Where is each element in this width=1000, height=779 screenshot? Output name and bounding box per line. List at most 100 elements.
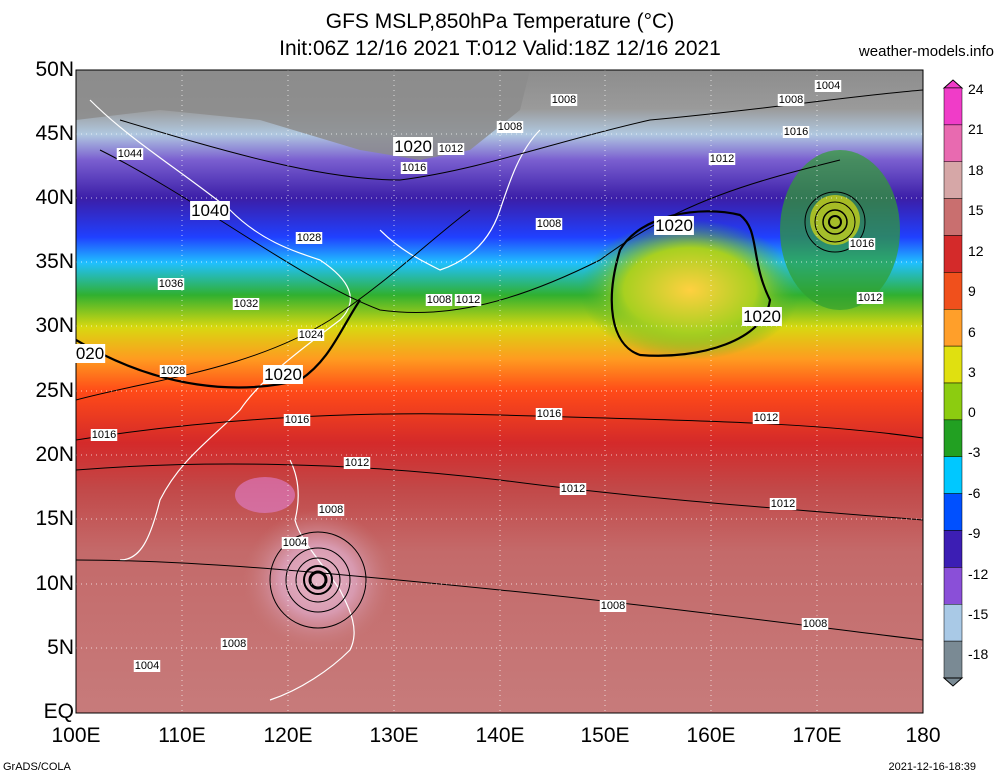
colorbar-label: 3: [968, 364, 976, 380]
lat-label: 5N: [47, 636, 74, 659]
svg-text:1020: 1020: [655, 216, 693, 235]
isobar-label: 1004: [281, 537, 309, 549]
svg-text:1004: 1004: [283, 537, 307, 549]
colorbar-label: 24: [968, 81, 984, 97]
lon-label: 140E: [475, 724, 525, 747]
isobar-label: 1008: [777, 94, 805, 106]
svg-text:1016: 1016: [850, 238, 874, 250]
isobar-label: 1016: [283, 414, 311, 426]
colorbar-label: -15: [968, 606, 989, 622]
isobar-label: 1008: [599, 600, 627, 612]
isobar-label: 1016: [535, 408, 563, 420]
isobar-label: 1012: [769, 498, 797, 510]
svg-text:1012: 1012: [439, 143, 463, 155]
colorbar-swatch: [943, 640, 963, 679]
isobar-label: 1004: [814, 80, 842, 92]
svg-text:1008: 1008: [803, 618, 827, 630]
colorbar-label: 21: [968, 121, 984, 137]
isobar-label: 1016: [848, 238, 876, 250]
isobar-label: 1016: [90, 429, 118, 441]
colorbar-label: 6: [968, 324, 976, 340]
isobar-label: 1008: [550, 94, 578, 106]
footer-timestamp: 2021-12-16-18:39: [888, 761, 976, 773]
colorbar-swatch: [943, 530, 963, 568]
svg-text:1012: 1012: [456, 294, 480, 306]
svg-text:1020: 1020: [264, 365, 302, 384]
isobar-label: 1012: [454, 294, 482, 306]
svg-text:1020: 1020: [743, 307, 781, 326]
isobar-label: 1008: [496, 121, 524, 133]
high-pressure-label: 1020: [263, 365, 303, 384]
colorbar-label: -9: [968, 525, 981, 541]
svg-text:1012: 1012: [754, 412, 778, 424]
colorbar-arrow-bottom: [942, 677, 964, 687]
site-credit[interactable]: weather-models.info: [858, 43, 994, 60]
colorbar-label: 15: [968, 202, 984, 218]
svg-text:1016: 1016: [784, 126, 808, 138]
svg-text:1028: 1028: [161, 365, 185, 377]
coastline-japan: [379, 129, 541, 271]
svg-text:1036: 1036: [159, 278, 183, 290]
high-pressure-label: 1040: [190, 201, 230, 220]
svg-text:1016: 1016: [285, 414, 309, 426]
isobar-label: 1008: [535, 218, 563, 230]
svg-text:1012: 1012: [771, 498, 795, 510]
colorbar-swatch: [943, 198, 963, 236]
coastline-philippines: [269, 459, 355, 701]
svg-text:1004: 1004: [135, 660, 159, 672]
lon-label: 120E: [263, 724, 313, 747]
isobar-label: 1044: [116, 148, 144, 160]
colorbar-swatch: [943, 309, 963, 347]
lon-label: 130E: [369, 724, 419, 747]
svg-text:1020: 1020: [394, 137, 432, 156]
colorbar-swatch: [943, 124, 963, 162]
tropical-cyclone-isobars: [269, 531, 367, 629]
isobar-label: 1032: [232, 298, 260, 310]
isobar-label: 1036: [157, 278, 185, 290]
colorbar: [942, 79, 964, 687]
colorbar-swatch: [943, 604, 963, 642]
lon-label: 110E: [158, 724, 206, 747]
svg-text:1008: 1008: [552, 94, 576, 106]
temperature-field: [76, 70, 923, 713]
svg-text:1004: 1004: [816, 80, 840, 92]
colorbar-swatch: [943, 456, 963, 494]
isobar-label: 1012: [437, 143, 465, 155]
svg-text:1012: 1012: [561, 483, 585, 495]
svg-text:1016: 1016: [402, 162, 426, 174]
colorbar-swatch: [943, 493, 963, 531]
colorbar-swatch: [943, 87, 963, 126]
svg-text:1008: 1008: [498, 121, 522, 133]
colorbar-label: -3: [968, 444, 981, 460]
isobar-label: 1016: [782, 126, 810, 138]
coastline-asia: [89, 99, 351, 561]
lat-label: EQ: [43, 700, 74, 723]
lon-label: 170E: [792, 724, 842, 747]
map-valid-time: Init:06Z 12/16 2021 T:012 Valid:18Z 12/1…: [279, 37, 721, 60]
lat-label: 25N: [35, 379, 74, 402]
isobar-label: 1024: [297, 329, 325, 341]
tropical-cyclone-cloud: [243, 510, 393, 650]
svg-text:1008: 1008: [222, 638, 246, 650]
isobar-label: 1008: [317, 504, 345, 516]
svg-text:1012: 1012: [710, 153, 734, 165]
lon-label: 160E: [686, 724, 736, 747]
svg-text:1008: 1008: [427, 294, 451, 306]
svg-text:020: 020: [76, 344, 104, 363]
isobar-label: 1028: [159, 365, 187, 377]
map-title: GFS MSLP,850hPa Temperature (°C): [325, 10, 675, 33]
eastern-cyclone-isobars: [804, 191, 866, 253]
colorbar-label: 9: [968, 283, 976, 299]
lat-label: 50N: [35, 58, 74, 81]
isobar-label: 1012: [752, 412, 780, 424]
svg-text:1012: 1012: [345, 457, 369, 469]
svg-text:1008: 1008: [537, 218, 561, 230]
lat-label: 15N: [35, 507, 74, 530]
high-pressure-label: 020: [74, 344, 106, 363]
svg-text:1008: 1008: [319, 504, 343, 516]
svg-text:1016: 1016: [537, 408, 561, 420]
lon-label: 180: [905, 724, 941, 747]
svg-text:1016: 1016: [92, 429, 116, 441]
svg-text:1044: 1044: [118, 148, 142, 160]
